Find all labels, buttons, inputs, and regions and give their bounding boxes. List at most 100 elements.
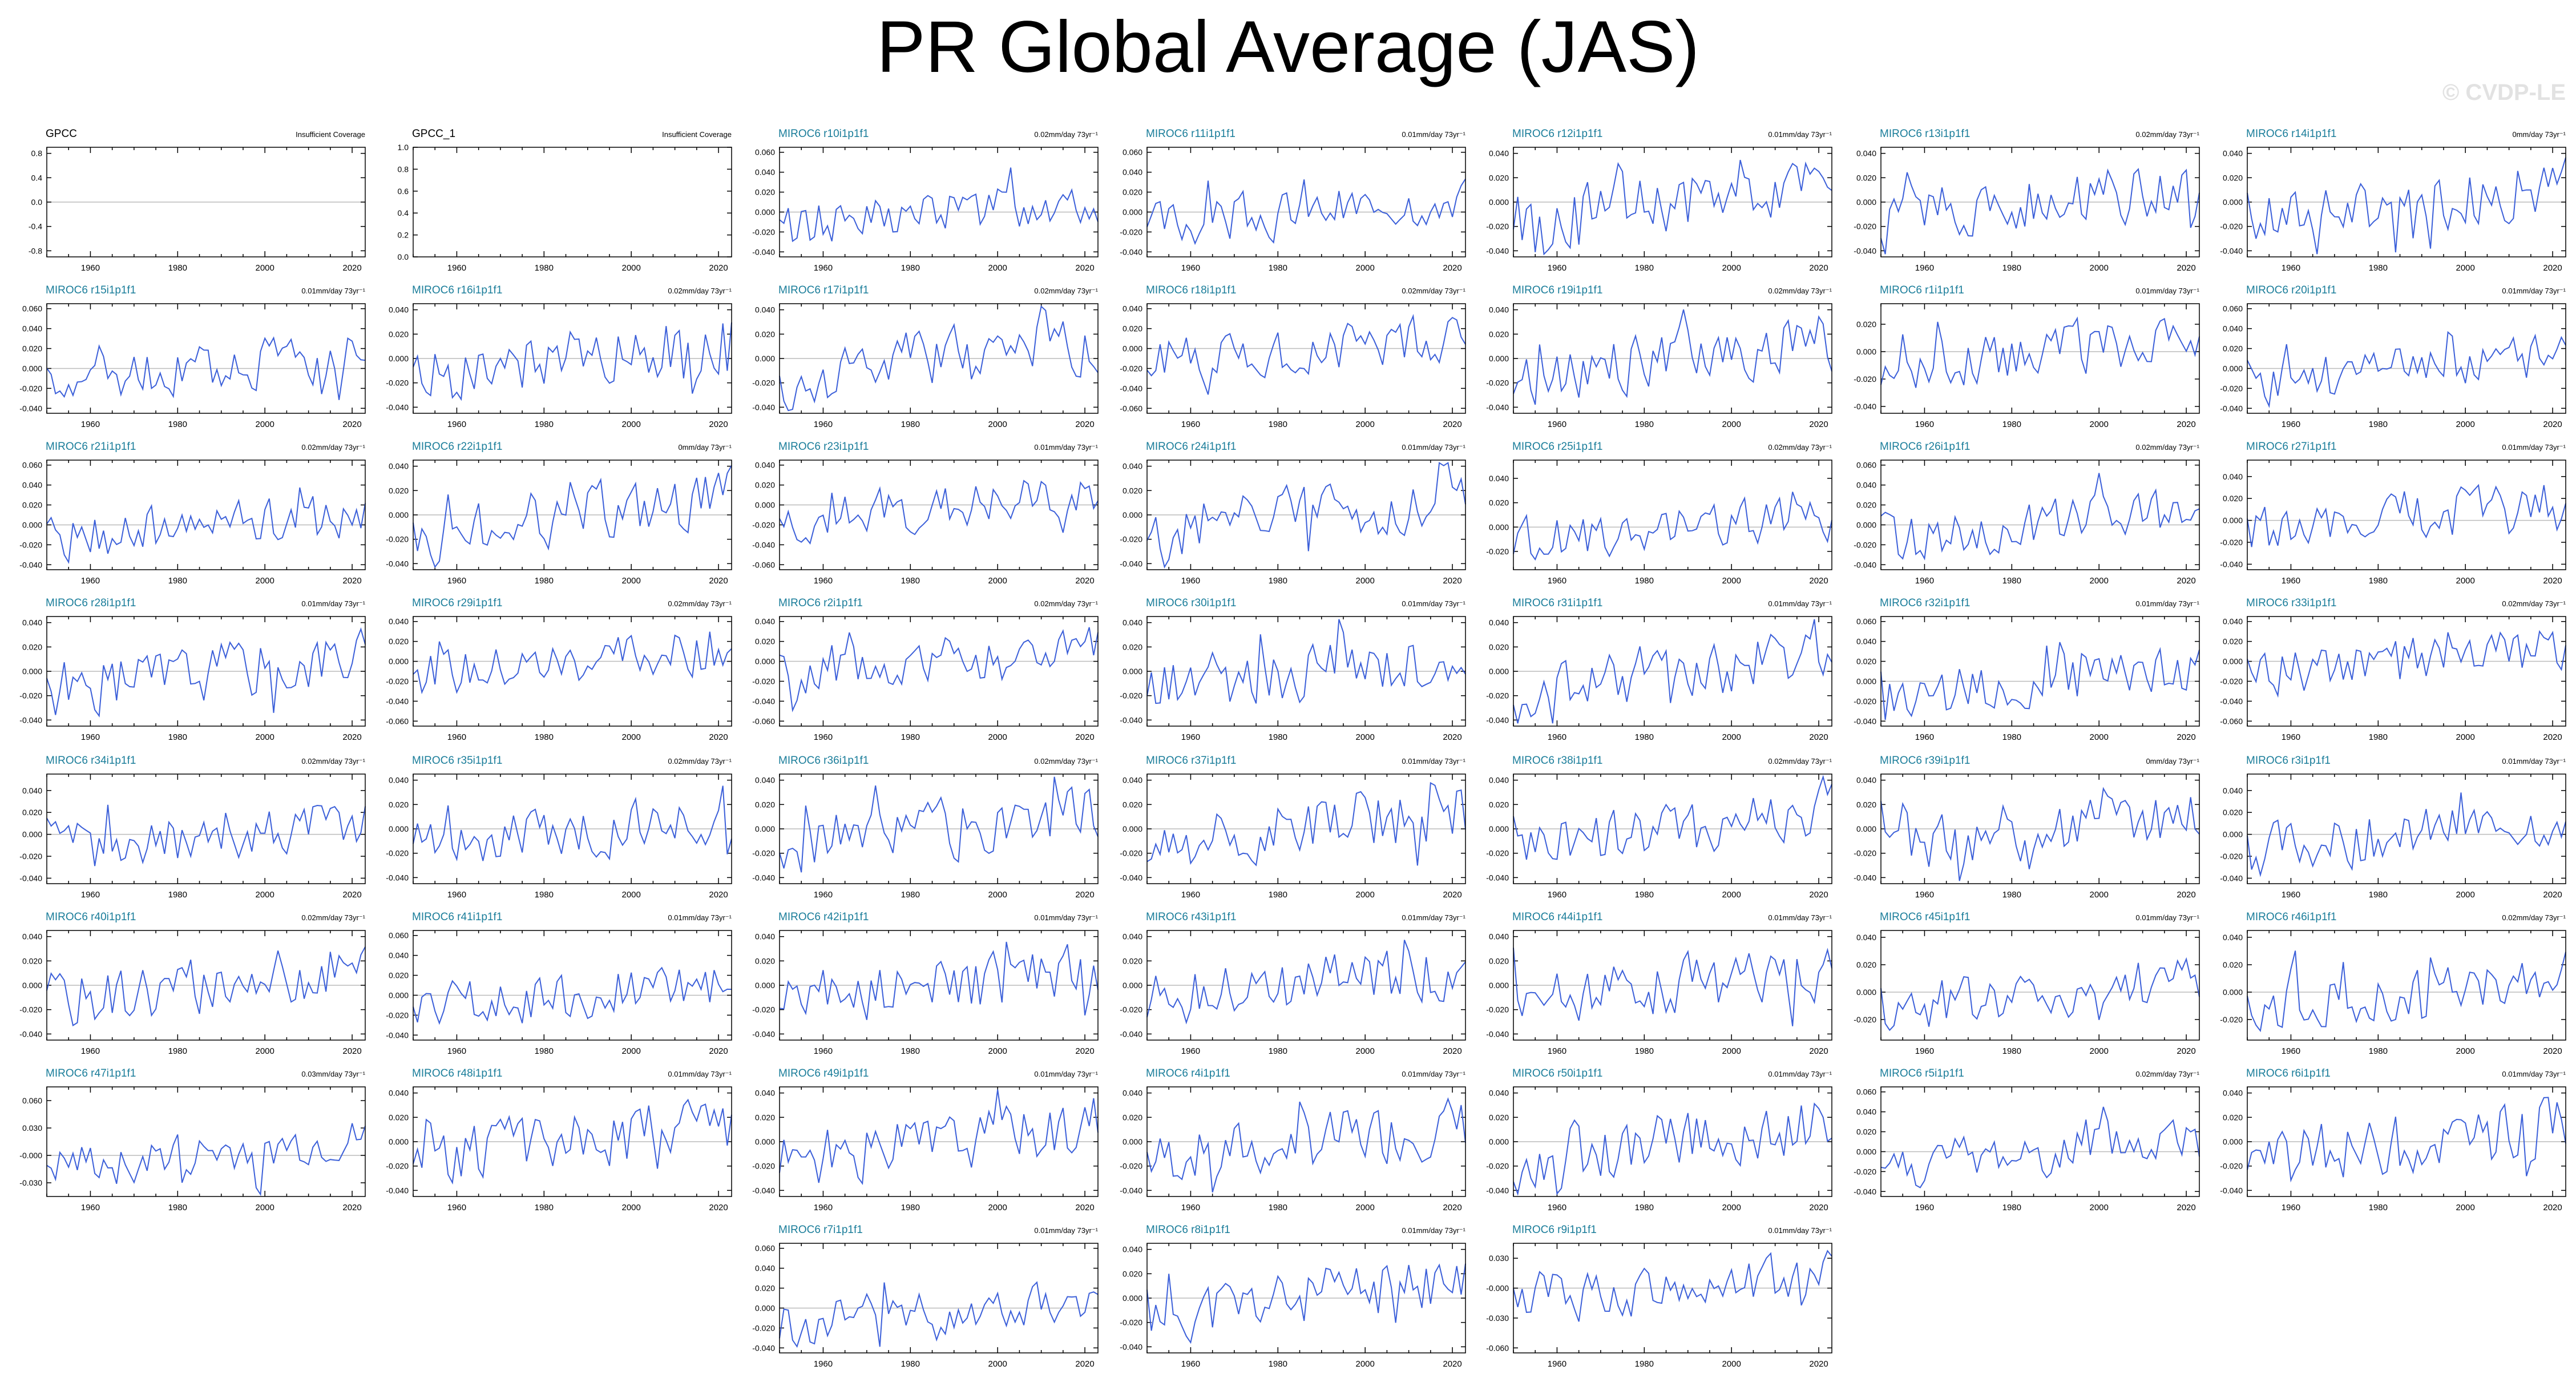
x-tick-label: 2000 [256, 732, 274, 742]
x-tick-label: 2020 [1809, 1046, 1828, 1056]
y-tick-label: 0.000 [389, 824, 409, 833]
panel-MIROC6-r34i1p1f1: MIROC6 r34i1p1f1 0.02mm/day 73yr⁻¹ 0.040 0.… [19, 755, 366, 900]
y-tick-label: -0.040 [1486, 402, 1509, 412]
y-tick-label: -0.040 [1486, 1029, 1509, 1038]
y-tick-label: 0.040 [1489, 149, 1509, 158]
panel-MIROC6-r10i1p1f1: MIROC6 r10i1p1f1 0.02mm/day 73yr⁻¹ 0.060 0.… [752, 128, 1099, 273]
x-tick-label: 2000 [1722, 1359, 1741, 1369]
y-tick-label: 0.000 [1489, 667, 1509, 676]
x-tick-label: 1960 [1548, 1359, 1566, 1369]
x-tick-label: 1960 [1915, 890, 1934, 900]
y-tick-label: 0.040 [389, 305, 409, 315]
y-tick-label: -0.020 [752, 1323, 775, 1332]
y-tick-label: 0.020 [1123, 956, 1142, 965]
x-tick-label: 1960 [1915, 263, 1934, 273]
y-tick-label: -0.040 [1120, 1186, 1142, 1195]
y-tick-label: 0.020 [389, 637, 409, 646]
panel-MIROC6-r23i1p1f1: MIROC6 r23i1p1f1 0.01mm/day 73yr⁻¹ 0.040 0.… [752, 441, 1099, 586]
x-tick-label: 2020 [2177, 576, 2195, 586]
y-tick-label: 0.020 [2223, 173, 2243, 182]
panel-frame [413, 773, 732, 884]
panel-MIROC6-r20i1p1f1: MIROC6 r20i1p1f1 0.01mm/day 73yr⁻¹ 0.060 0.… [2220, 284, 2566, 429]
panel-MIROC6-r24i1p1f1: MIROC6 r24i1p1f1 0.01mm/day 73yr⁻¹ 0.040 0.… [1120, 441, 1466, 586]
x-tick-label: 2020 [1443, 420, 1461, 429]
y-tick-label: 0.000 [1123, 344, 1142, 353]
y-tick-label: -0.040 [752, 402, 775, 412]
series-line [1146, 781, 1466, 867]
x-tick-label: 1980 [1269, 576, 1287, 586]
panel-trend: 0.01mm/day 73yr⁻¹ [668, 913, 732, 922]
y-tick-label: 0.000 [755, 657, 775, 666]
y-tick-label: 0.000 [1123, 667, 1142, 676]
panel-frame [1146, 1243, 1466, 1353]
y-tick-label: 0.000 [1856, 988, 1876, 997]
y-tick-label: -0.040 [386, 696, 409, 706]
x-tick-label: 2000 [2090, 420, 2109, 429]
x-tick-label: 1960 [1548, 1203, 1566, 1212]
y-tick-label: -0.060 [752, 716, 775, 726]
y-tick-label: 0.2 [398, 231, 409, 240]
series-line [1513, 1250, 1832, 1322]
x-tick-label: 2000 [2456, 576, 2475, 586]
y-tick-label: -0.040 [386, 559, 409, 568]
y-tick-label: 0.000 [1856, 520, 1876, 529]
y-tick-label: 0.040 [1856, 1107, 1876, 1117]
panel-MIROC6-r49i1p1f1: MIROC6 r49i1p1f1 0.01mm/day 73yr⁻¹ 0.040 0.… [752, 1067, 1099, 1212]
x-tick-label: 1980 [2002, 732, 2021, 742]
y-tick-label: -0.020 [386, 1010, 409, 1020]
series-line [413, 631, 732, 695]
y-tick-label: 0.020 [1856, 960, 1876, 969]
x-tick-label: 1980 [1635, 576, 1654, 586]
x-tick-label: 1980 [2002, 1203, 2021, 1212]
y-tick-label: 0.020 [389, 329, 409, 339]
y-tick-label: -0.040 [1120, 715, 1142, 724]
series-line [413, 465, 732, 569]
y-tick-label: 0.030 [1489, 1254, 1509, 1263]
y-tick-label: 0.020 [755, 481, 775, 490]
x-tick-label: 2020 [342, 263, 361, 273]
y-tick-label: 0.000 [22, 981, 42, 990]
panel-trend: 0.01mm/day 73yr⁻¹ [1768, 913, 1832, 922]
y-tick-label: -0.020 [1486, 222, 1509, 231]
panel-trend: 0.02mm/day 73yr⁻¹ [1768, 443, 1832, 452]
panel-MIROC6-r19i1p1f1: MIROC6 r19i1p1f1 0.02mm/day 73yr⁻¹ 0.040 0.… [1486, 284, 1832, 429]
x-tick-label: 2000 [1722, 576, 1741, 586]
x-tick-label: 2000 [622, 420, 641, 429]
x-tick-label: 1980 [2369, 1203, 2388, 1212]
y-tick-label: 0.020 [22, 344, 42, 353]
x-tick-label: 2020 [1075, 1046, 1094, 1056]
x-tick-label: 1960 [1181, 576, 1200, 586]
y-tick-label: 0.060 [22, 461, 42, 470]
y-tick-label: 0.040 [1856, 481, 1876, 490]
y-tick-label: 0.6 [398, 187, 409, 196]
panel-label: MIROC6 r15i1p1f1 [46, 284, 136, 296]
y-tick-label: 0.020 [2223, 808, 2243, 817]
y-tick-label: -0.040 [1486, 246, 1509, 255]
panel-trend: 0.01mm/day 73yr⁻¹ [1402, 913, 1465, 922]
y-tick-label: 0.020 [1123, 1269, 1142, 1278]
y-tick-label: -0.020 [2220, 222, 2243, 231]
y-tick-label: 0.000 [2223, 657, 2243, 666]
y-tick-label: 0.040 [2223, 786, 2243, 795]
panel-trend: 0.02mm/day 73yr⁻¹ [1034, 130, 1098, 139]
y-tick-label: 0.020 [22, 501, 42, 510]
y-tick-label: -0.040 [2220, 404, 2243, 413]
panel-MIROC6-r17i1p1f1: MIROC6 r17i1p1f1 0.02mm/day 73yr⁻¹ 0.040 0.… [752, 284, 1099, 429]
x-tick-label: 1960 [1181, 263, 1200, 273]
x-tick-label: 1980 [901, 1203, 920, 1212]
y-tick-label: 0.040 [1123, 304, 1142, 313]
panel-frame [413, 303, 732, 414]
y-tick-label: -0.020 [752, 520, 775, 529]
panel-frame [1513, 147, 1832, 257]
x-tick-label: 2000 [256, 890, 274, 900]
panel-trend: 0.01mm/day 73yr⁻¹ [1768, 1070, 1832, 1078]
y-tick-label: 0.000 [1489, 354, 1509, 363]
panel-label: MIROC6 r8i1p1f1 [1146, 1224, 1230, 1236]
panel-MIROC6-r35i1p1f1: MIROC6 r35i1p1f1 0.02mm/day 73yr⁻¹ 0.040 0.… [386, 755, 732, 900]
panel-frame [2247, 930, 2566, 1041]
x-tick-label: 1960 [81, 420, 100, 429]
y-tick-label: -0.030 [19, 1178, 42, 1187]
panel-frame [1880, 147, 2200, 257]
y-tick-label: -0.020 [1120, 227, 1142, 236]
y-tick-label: 0.040 [1489, 305, 1509, 315]
